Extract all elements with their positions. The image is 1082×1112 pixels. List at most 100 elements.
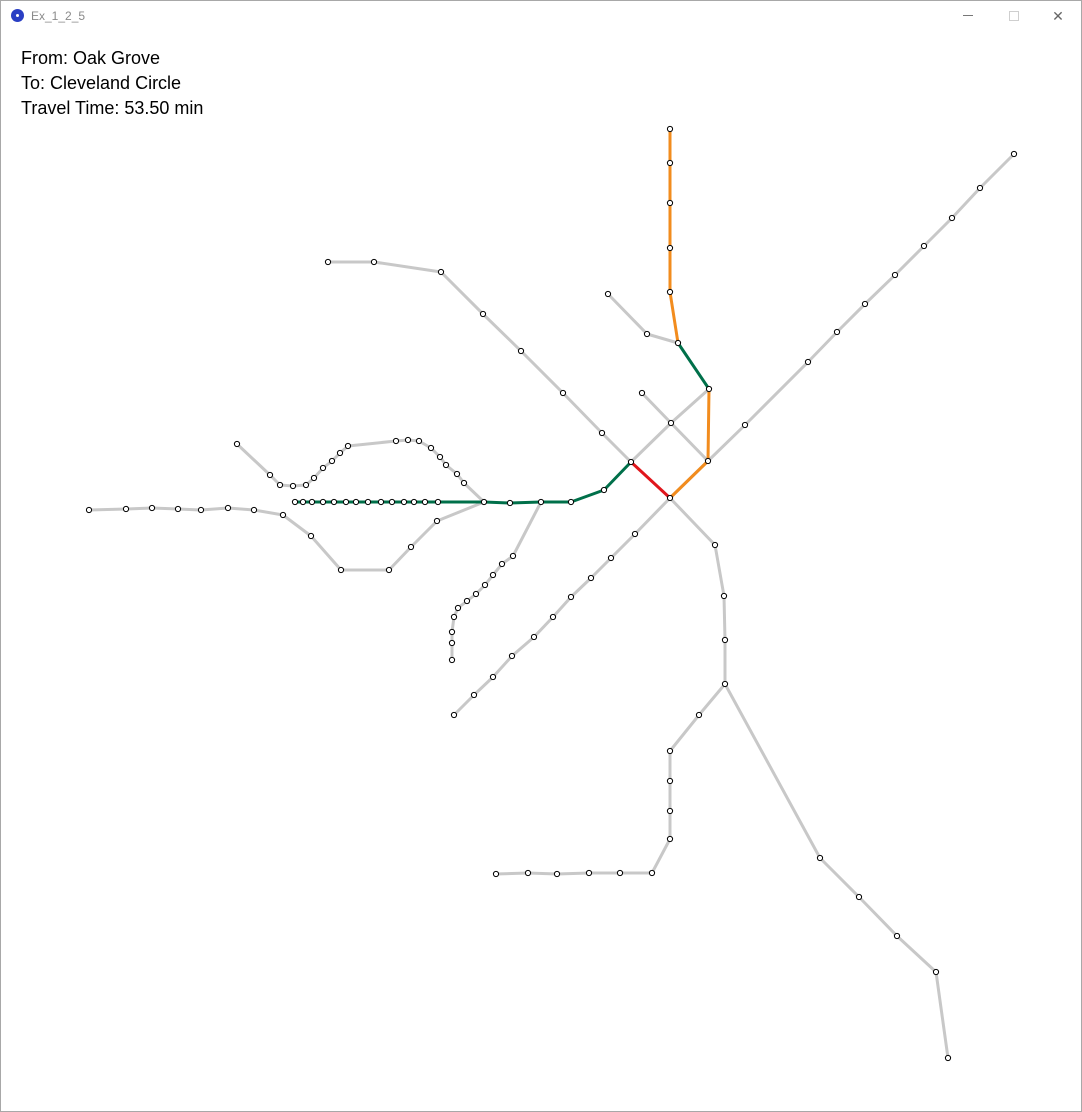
station-marker[interactable] xyxy=(276,481,284,489)
station-marker[interactable] xyxy=(434,498,442,506)
station-marker[interactable] xyxy=(481,581,489,589)
station-marker[interactable] xyxy=(442,461,450,469)
station-marker[interactable] xyxy=(509,552,517,560)
station-marker[interactable] xyxy=(861,300,869,308)
station-marker[interactable] xyxy=(388,498,396,506)
station-marker[interactable] xyxy=(319,464,327,472)
station-marker[interactable] xyxy=(489,571,497,579)
station-marker[interactable] xyxy=(666,199,674,207)
station-marker[interactable] xyxy=(370,258,378,266)
station-marker[interactable] xyxy=(122,505,130,513)
station-marker[interactable] xyxy=(1010,150,1018,158)
station-marker[interactable] xyxy=(976,184,984,192)
station-marker[interactable] xyxy=(711,541,719,549)
station-marker[interactable] xyxy=(720,592,728,600)
station-marker[interactable] xyxy=(385,566,393,574)
station-marker[interactable] xyxy=(448,628,456,636)
station-marker[interactable] xyxy=(638,389,646,397)
station-marker[interactable] xyxy=(470,691,478,699)
station-marker[interactable] xyxy=(666,244,674,252)
minimize-button[interactable] xyxy=(945,1,991,31)
station-marker[interactable] xyxy=(600,486,608,494)
station-marker[interactable] xyxy=(643,330,651,338)
station-marker[interactable] xyxy=(410,498,418,506)
station-marker[interactable] xyxy=(537,498,545,506)
station-marker[interactable] xyxy=(666,747,674,755)
station-marker[interactable] xyxy=(648,869,656,877)
station-marker[interactable] xyxy=(627,458,635,466)
station-marker[interactable] xyxy=(463,597,471,605)
station-marker[interactable] xyxy=(299,498,307,506)
station-marker[interactable] xyxy=(364,498,372,506)
station-marker[interactable] xyxy=(224,504,232,512)
station-marker[interactable] xyxy=(404,436,412,444)
station-marker[interactable] xyxy=(607,554,615,562)
station-marker[interactable] xyxy=(666,125,674,133)
station-marker[interactable] xyxy=(816,854,824,862)
station-marker[interactable] xyxy=(433,517,441,525)
station-marker[interactable] xyxy=(498,560,506,568)
station-marker[interactable] xyxy=(567,593,575,601)
station-marker[interactable] xyxy=(604,290,612,298)
station-marker[interactable] xyxy=(352,498,360,506)
station-marker[interactable] xyxy=(855,893,863,901)
station-marker[interactable] xyxy=(174,505,182,513)
station-marker[interactable] xyxy=(436,453,444,461)
station-marker[interactable] xyxy=(598,429,606,437)
station-marker[interactable] xyxy=(250,506,258,514)
station-marker[interactable] xyxy=(666,494,674,502)
station-marker[interactable] xyxy=(407,543,415,551)
station-marker[interactable] xyxy=(197,506,205,514)
station-marker[interactable] xyxy=(308,498,316,506)
station-marker[interactable] xyxy=(377,498,385,506)
station-marker[interactable] xyxy=(148,504,156,512)
station-marker[interactable] xyxy=(666,159,674,167)
station-marker[interactable] xyxy=(585,869,593,877)
station-marker[interactable] xyxy=(567,498,575,506)
station-marker[interactable] xyxy=(85,506,93,514)
station-marker[interactable] xyxy=(427,444,435,452)
station-marker[interactable] xyxy=(291,498,299,506)
station-marker[interactable] xyxy=(517,347,525,355)
station-marker[interactable] xyxy=(310,474,318,482)
station-marker[interactable] xyxy=(302,481,310,489)
station-marker[interactable] xyxy=(392,437,400,445)
station-marker[interactable] xyxy=(415,437,423,445)
station-marker[interactable] xyxy=(460,479,468,487)
station-marker[interactable] xyxy=(324,258,332,266)
station-marker[interactable] xyxy=(530,633,538,641)
station-marker[interactable] xyxy=(289,482,297,490)
station-marker[interactable] xyxy=(454,604,462,612)
station-marker[interactable] xyxy=(666,777,674,785)
station-marker[interactable] xyxy=(833,328,841,336)
station-marker[interactable] xyxy=(448,656,456,664)
station-marker[interactable] xyxy=(932,968,940,976)
station-marker[interactable] xyxy=(666,807,674,815)
station-marker[interactable] xyxy=(674,339,682,347)
station-marker[interactable] xyxy=(328,457,336,465)
station-marker[interactable] xyxy=(480,498,488,506)
station-marker[interactable] xyxy=(437,268,445,276)
station-marker[interactable] xyxy=(804,358,812,366)
station-marker[interactable] xyxy=(666,835,674,843)
station-marker[interactable] xyxy=(549,613,557,621)
station-marker[interactable] xyxy=(421,498,429,506)
station-marker[interactable] xyxy=(587,574,595,582)
station-marker[interactable] xyxy=(489,673,497,681)
station-marker[interactable] xyxy=(553,870,561,878)
station-marker[interactable] xyxy=(948,214,956,222)
station-marker[interactable] xyxy=(508,652,516,660)
station-marker[interactable] xyxy=(233,440,241,448)
station-marker[interactable] xyxy=(330,498,338,506)
title-bar[interactable]: Ex_1_2_5 ✕ xyxy=(1,1,1081,31)
station-marker[interactable] xyxy=(453,470,461,478)
station-marker[interactable] xyxy=(695,711,703,719)
station-marker[interactable] xyxy=(450,711,458,719)
station-marker[interactable] xyxy=(400,498,408,506)
station-marker[interactable] xyxy=(721,680,729,688)
station-marker[interactable] xyxy=(342,498,350,506)
station-marker[interactable] xyxy=(741,421,749,429)
station-marker[interactable] xyxy=(666,288,674,296)
station-marker[interactable] xyxy=(472,590,480,598)
station-marker[interactable] xyxy=(336,449,344,457)
